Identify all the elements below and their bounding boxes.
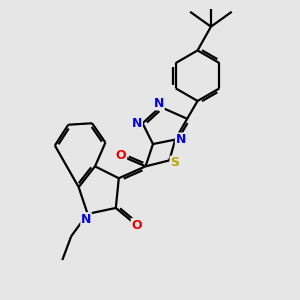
Text: O: O [116, 149, 127, 162]
Text: N: N [81, 213, 91, 226]
Text: N: N [176, 133, 186, 146]
Text: N: N [132, 117, 142, 130]
Text: S: S [170, 156, 179, 169]
Text: N: N [154, 97, 164, 110]
Text: O: O [131, 219, 142, 232]
